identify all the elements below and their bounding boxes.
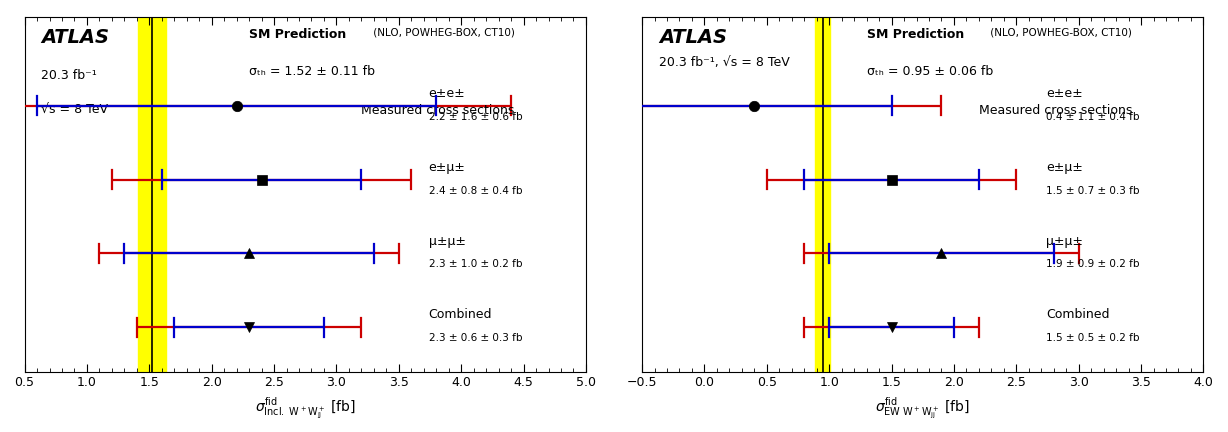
Text: Measured cross sections: Measured cross sections [979,104,1132,117]
Text: 2.4 ± 0.8 ± 0.4 fb: 2.4 ± 0.8 ± 0.4 fb [429,186,522,196]
Text: e±μ±: e±μ± [1046,161,1083,174]
Text: μ±μ±: μ±μ± [429,235,465,248]
Text: SM Prediction: SM Prediction [867,28,964,41]
X-axis label: $\sigma^{\mathregular{fid}}_{\mathregular{Incl.}\ \mathregular{W^+W^+_{jj}}}\ [\: $\sigma^{\mathregular{fid}}_{\mathregula… [254,395,356,421]
Text: e±e±: e±e± [429,87,465,100]
Text: 1.5 ± 0.5 ± 0.2 fb: 1.5 ± 0.5 ± 0.2 fb [1046,333,1140,343]
Text: μ±μ±: μ±μ± [1046,235,1083,248]
Text: ATLAS: ATLAS [659,28,727,47]
Text: Measured cross sections: Measured cross sections [361,104,515,117]
Bar [138,17,166,372]
Text: SM Prediction: SM Prediction [249,28,346,41]
Text: 20.3 fb⁻¹: 20.3 fb⁻¹ [42,69,97,82]
Text: e±μ±: e±μ± [429,161,465,174]
Text: 2.3 ± 1.0 ± 0.2 fb: 2.3 ± 1.0 ± 0.2 fb [429,259,522,269]
Text: Combined: Combined [1046,308,1110,321]
Text: 20.3 fb⁻¹, √s = 8 TeV: 20.3 fb⁻¹, √s = 8 TeV [659,56,790,69]
Text: e±e±: e±e± [1046,87,1083,100]
Text: Combined: Combined [429,308,492,321]
Text: σₜₕ = 0.95 ± 0.06 fb: σₜₕ = 0.95 ± 0.06 fb [867,65,993,78]
Text: 2.3 ± 0.6 ± 0.3 fb: 2.3 ± 0.6 ± 0.3 fb [429,333,522,343]
Text: σₜₕ = 1.52 ± 0.11 fb: σₜₕ = 1.52 ± 0.11 fb [249,65,375,78]
Text: ATLAS: ATLAS [42,28,109,47]
Text: 1.5 ± 0.7 ± 0.3 fb: 1.5 ± 0.7 ± 0.3 fb [1046,186,1140,196]
Bar [815,17,830,372]
Text: (NLO, POWHEG-BOX, CT10): (NLO, POWHEG-BOX, CT10) [987,28,1132,38]
Text: 0.4 ± 1.1 ± 0.4 fb: 0.4 ± 1.1 ± 0.4 fb [1046,112,1140,122]
Text: √s = 8 TeV: √s = 8 TeV [42,102,108,115]
X-axis label: $\sigma^{\mathregular{fid}}_{\mathregular{EW}\ \mathregular{W^+W^+_{jj}}}\ [\mat: $\sigma^{\mathregular{fid}}_{\mathregula… [876,395,970,421]
Text: 2.2 ± 1.6 ± 0.6 fb: 2.2 ± 1.6 ± 0.6 fb [429,112,522,122]
Text: (NLO, POWHEG-BOX, CT10): (NLO, POWHEG-BOX, CT10) [370,28,515,38]
Text: 1.9 ± 0.9 ± 0.2 fb: 1.9 ± 0.9 ± 0.2 fb [1046,259,1140,269]
